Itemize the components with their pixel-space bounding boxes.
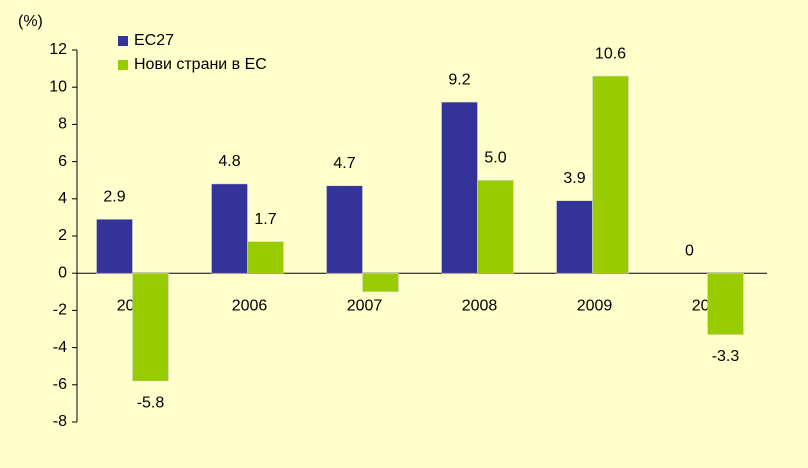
y-tick-label: 8	[58, 116, 67, 133]
legend-swatch	[118, 36, 128, 46]
bar	[247, 241, 284, 274]
x-tick-label: 2006	[232, 297, 268, 314]
legend-label: Нови страни в ЕС	[134, 56, 267, 73]
y-tick-label: -2	[53, 302, 67, 319]
data-label: 10.6	[595, 45, 626, 62]
y-tick-label: 4	[58, 190, 67, 207]
x-tick-label: 2008	[462, 297, 498, 314]
y-tick-label: 12	[49, 41, 67, 58]
legend-label: ЕС27	[134, 32, 174, 49]
x-tick-label: 2009	[577, 297, 613, 314]
data-label: 4.7	[333, 155, 355, 172]
legend-swatch	[118, 60, 128, 70]
bar	[132, 272, 169, 382]
data-label: 1.7	[254, 211, 276, 228]
data-label: 2.9	[103, 188, 125, 205]
bar	[477, 179, 514, 274]
data-label: 3.9	[563, 170, 585, 187]
data-label: 9.2	[448, 71, 470, 88]
y-unit-label: (%)	[18, 13, 43, 30]
bar	[592, 75, 629, 274]
bar	[326, 185, 363, 274]
x-tick-label: 2007	[347, 297, 383, 314]
bar	[211, 183, 248, 274]
bar	[707, 272, 744, 335]
bar	[362, 272, 399, 293]
data-label: 4.8	[218, 153, 240, 170]
bar	[441, 101, 478, 274]
y-tick-label: 0	[58, 264, 67, 281]
data-label: 5.0	[484, 149, 506, 166]
y-tick-label: 2	[58, 227, 67, 244]
data-label: -5.8	[137, 394, 165, 411]
bar	[556, 200, 593, 274]
bar	[96, 219, 133, 274]
y-tick-label: -4	[53, 339, 67, 356]
y-tick-label: -8	[53, 413, 67, 430]
y-tick-label: 6	[58, 153, 67, 170]
y-tick-label: -6	[53, 376, 67, 393]
y-tick-label: 10	[49, 78, 67, 95]
data-label: -3.3	[712, 348, 740, 365]
data-label: 0	[685, 242, 694, 259]
